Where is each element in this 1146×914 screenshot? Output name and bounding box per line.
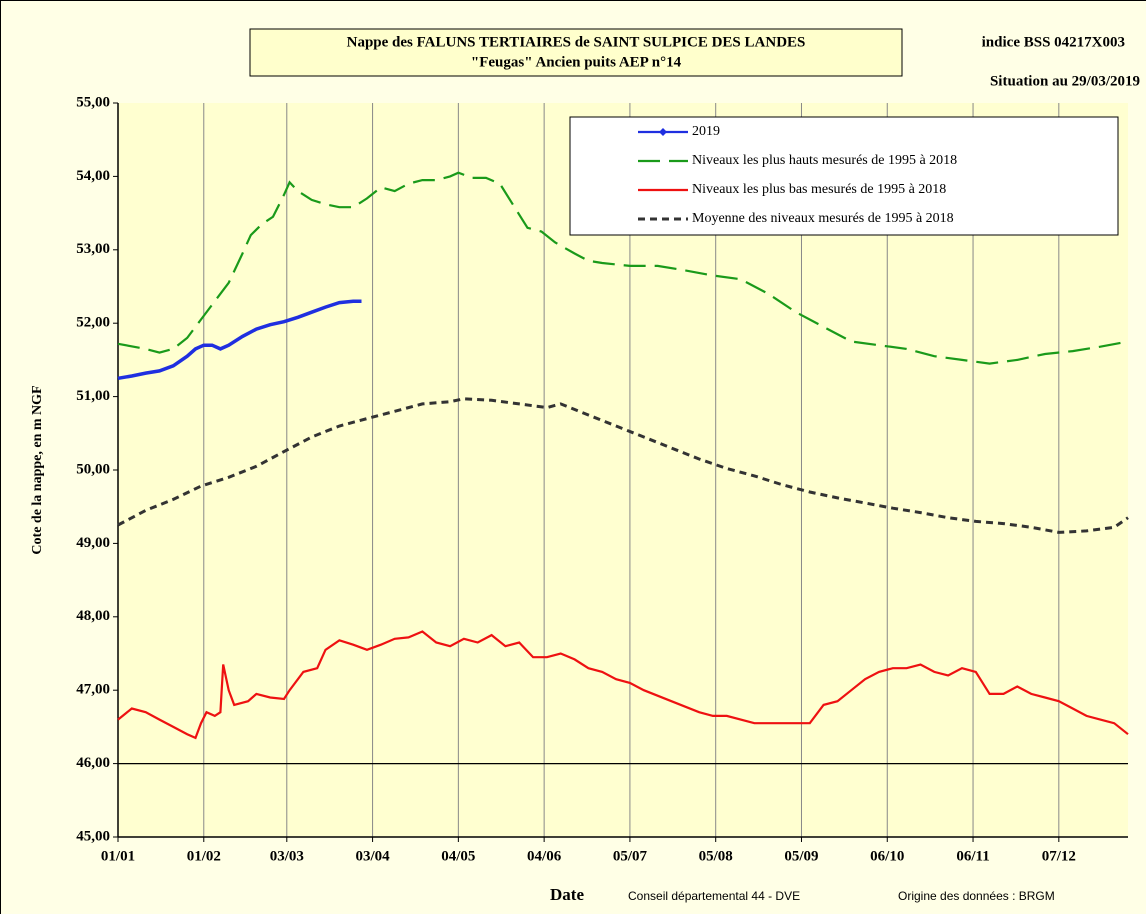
x-tick-label: 01/02 — [187, 848, 221, 864]
x-tick-label: 04/05 — [441, 848, 475, 864]
series-line — [117, 299, 362, 381]
y-tick-label: 54,00 — [76, 168, 110, 184]
x-tick-label: 03/04 — [355, 848, 390, 864]
legend-label: Moyenne des niveaux mesurés de 1995 à 20… — [692, 211, 954, 226]
x-tick-label: 01/01 — [101, 848, 135, 864]
series-line — [117, 397, 1129, 534]
x-tick-label: 06/11 — [956, 848, 989, 864]
x-axis-label: Date — [550, 885, 584, 904]
title-box — [249, 28, 903, 77]
y-tick-label: 50,00 — [76, 461, 110, 477]
y-tick-label: 49,00 — [76, 535, 110, 551]
x-tick-label: 03/03 — [270, 848, 304, 864]
y-tick-label: 53,00 — [76, 241, 110, 257]
y-tick-label: 46,00 — [76, 755, 110, 771]
y-tick-label: 51,00 — [76, 388, 110, 404]
annotation: indice BSS 04217X003 — [982, 34, 1125, 50]
x-tick-label: 04/06 — [527, 848, 562, 864]
legend-label: Niveaux les plus hauts mesurés de 1995 à… — [692, 153, 957, 168]
x-tick-label: 06/10 — [870, 848, 904, 864]
x-tick-label: 07/12 — [1042, 848, 1076, 864]
legend-marker — [659, 128, 667, 136]
y-axis-label: Cote de la nappe, en m NGF — [30, 385, 45, 554]
annotation: Origine des données : BRGM — [898, 889, 1055, 903]
series-line — [117, 171, 1129, 365]
y-tick-label: 45,00 — [76, 828, 110, 844]
series-line — [117, 630, 1129, 740]
x-tick-label: 05/09 — [784, 848, 818, 864]
legend-label: Niveaux les plus bas mesurés de 1995 à 2… — [692, 182, 946, 197]
y-tick-label: 47,00 — [76, 682, 110, 698]
annotation: Situation au 29/03/2019 — [990, 73, 1140, 89]
y-tick-label: 48,00 — [76, 608, 110, 624]
legend-label: 2019 — [692, 124, 720, 139]
annotation: Conseil départemental 44 - DVE — [628, 889, 800, 903]
chart-title: Nappe des FALUNS TERTIAIRES de SAINT SUL… — [347, 34, 806, 50]
y-tick-label: 55,00 — [76, 94, 110, 110]
y-tick-label: 52,00 — [76, 315, 110, 331]
chart-subtitle: "Feugas" Ancien puits AEP n°14 — [471, 54, 682, 70]
x-tick-label: 05/07 — [613, 848, 648, 864]
x-tick-label: 05/08 — [699, 848, 733, 864]
legend-box — [569, 116, 1119, 236]
